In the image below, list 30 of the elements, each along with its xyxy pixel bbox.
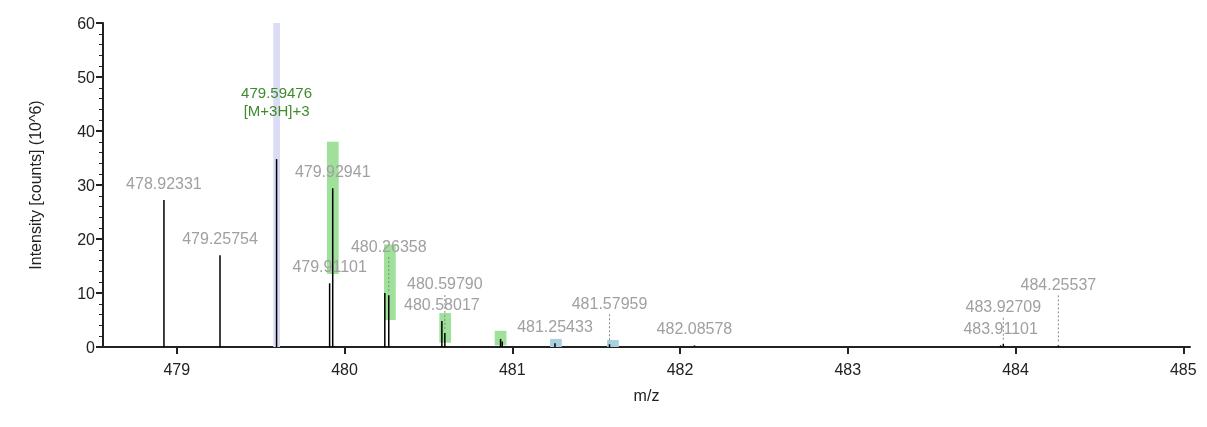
annotation: 484.25537 bbox=[1020, 275, 1097, 293]
x-tick-label: 480 bbox=[331, 360, 358, 378]
annotation: 483.92709 bbox=[965, 298, 1042, 316]
annotation: 481.25433 bbox=[517, 317, 593, 335]
bar bbox=[607, 339, 619, 347]
y-tick-label: 30 bbox=[77, 176, 96, 194]
x-axis-title: m/z bbox=[633, 386, 660, 404]
annotation: 479.59476 [M+3H]+3 bbox=[241, 83, 313, 119]
y-tick-label: 40 bbox=[77, 122, 96, 140]
y-tick-label: 60 bbox=[77, 14, 96, 32]
x-tick-label: 483 bbox=[834, 360, 862, 378]
y-tick-label: 50 bbox=[77, 68, 96, 86]
x-tick-label: 485 bbox=[1169, 360, 1197, 378]
annotation: 480.59790 bbox=[407, 275, 483, 293]
annotation: 480.58017 bbox=[404, 295, 480, 313]
annotation: 481.57959 bbox=[571, 294, 648, 312]
y-tick-label: 20 bbox=[77, 230, 96, 248]
x-tick-label: 481 bbox=[498, 360, 526, 378]
annotation: 478.92331 bbox=[126, 174, 202, 192]
bar bbox=[550, 338, 562, 347]
annotation: 480.26358 bbox=[350, 237, 427, 255]
annotation: 479.25754 bbox=[182, 229, 258, 247]
annotation: 483.91101 bbox=[963, 319, 1038, 337]
x-tick-label: 484 bbox=[1002, 360, 1029, 378]
annotation: 482.08578 bbox=[656, 319, 733, 337]
y-tick-label: 10 bbox=[77, 284, 96, 302]
x-tick-label: 479 bbox=[163, 360, 191, 378]
x-tick-label: 482 bbox=[666, 360, 694, 378]
y-tick-label: 0 bbox=[86, 338, 96, 356]
y-axis-title: Intensity [counts] (10^6) bbox=[26, 100, 44, 270]
